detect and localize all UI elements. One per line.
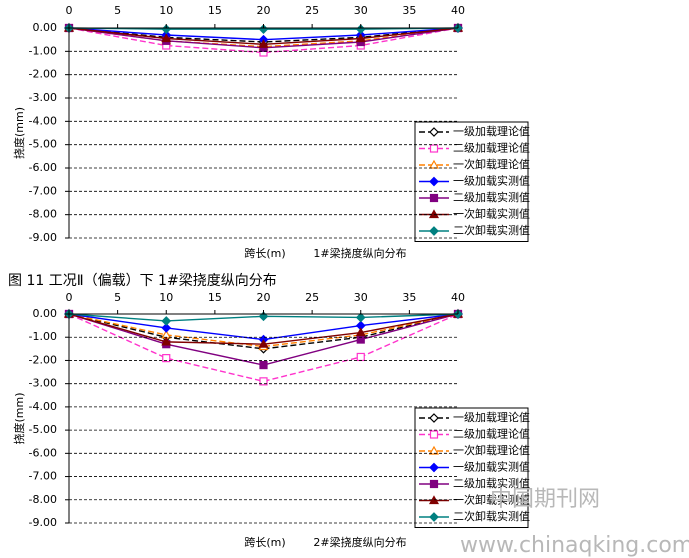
y-axis-label: 挠度(mm) xyxy=(12,392,26,444)
series-line xyxy=(68,27,459,43)
x-tick-label: 15 xyxy=(208,4,222,17)
series-line xyxy=(68,27,459,54)
x-tick-label: 0 xyxy=(66,291,73,304)
legend-label: 二级加载理论值 xyxy=(453,141,530,155)
marker xyxy=(428,209,440,219)
y-tick-label: -4.00 xyxy=(29,114,57,127)
legend-label: 一级加载实测值 xyxy=(453,174,530,188)
marker xyxy=(161,336,172,346)
marker xyxy=(258,338,269,348)
y-tick-label: -3.00 xyxy=(29,91,57,104)
legend-label: 二次卸载实测值 xyxy=(453,223,530,237)
marker xyxy=(355,312,366,323)
legend-label: 二级加载实测值 xyxy=(453,190,530,204)
marker xyxy=(429,430,439,439)
x-axis-label: 跨长(m) xyxy=(244,247,285,260)
x-tick-label: 30 xyxy=(354,291,368,304)
y-tick-label: -9.00 xyxy=(29,231,57,244)
legend-label: 一次卸载实测值 xyxy=(453,493,530,507)
y-tick-label: -6.00 xyxy=(29,446,57,459)
marker xyxy=(356,352,365,362)
y-tick-label: -1.00 xyxy=(29,330,57,343)
marker xyxy=(258,311,269,322)
marker xyxy=(429,193,439,203)
marker xyxy=(429,512,439,522)
series-group xyxy=(63,308,464,386)
marker xyxy=(429,176,439,187)
legend-label: 二次卸载实测值 xyxy=(453,509,530,523)
watermark: www.chinaqking.com xyxy=(460,533,689,558)
x-tick-label: 35 xyxy=(402,291,416,304)
x-tick-label: 0 xyxy=(66,4,73,17)
y-tick-label: -7.00 xyxy=(29,470,57,483)
legend: 一级加载理论值二级加载理论值一次卸载理论值一级加载实测值二级加载实测值一次卸载实… xyxy=(414,407,530,528)
legend-label: 二级加载实测值 xyxy=(453,476,530,490)
series-line xyxy=(68,313,459,348)
y-tick-label: -1.00 xyxy=(29,44,57,57)
y-tick-label: -7.00 xyxy=(29,184,57,197)
x-tick-label: 5 xyxy=(114,291,121,304)
y-tick-label: -5.00 xyxy=(29,138,57,151)
x-tick-label: 10 xyxy=(159,4,173,17)
y-tick-label: -6.00 xyxy=(29,161,57,174)
legend-label: 一级加载理论值 xyxy=(453,124,530,138)
x-tick-label: 20 xyxy=(257,291,271,304)
caption: 图 11 工况Ⅱ（偏载）下 1#梁挠度纵向分布 xyxy=(8,273,277,289)
marker xyxy=(161,33,172,43)
marker xyxy=(429,127,439,137)
series-line xyxy=(68,313,459,383)
x-tick-label: 25 xyxy=(305,4,319,17)
marker xyxy=(429,226,439,236)
marker xyxy=(161,323,172,333)
legend: 一级加载理论值二级加载理论值一次卸载理论值一级加载实测值二级加载实测值一次卸载实… xyxy=(414,121,530,242)
marker xyxy=(429,479,439,489)
x-tick-label: 25 xyxy=(305,291,319,304)
legend-label: 一级加载理论值 xyxy=(453,410,530,424)
marker xyxy=(355,33,366,43)
marker xyxy=(355,327,366,337)
legend-label: 二级加载理论值 xyxy=(453,427,530,441)
y-tick-label: -3.00 xyxy=(29,377,57,390)
y-tick-label: -8.00 xyxy=(29,208,57,221)
legend-label: 一次卸载理论值 xyxy=(453,443,530,457)
x-tick-label: 15 xyxy=(208,291,222,304)
subtitle: 2#梁挠度纵向分布 xyxy=(313,535,406,549)
legend-label: 一次卸载实测值 xyxy=(453,207,530,221)
legend-label: 一次卸载理论值 xyxy=(453,157,530,171)
x-tick-label: 20 xyxy=(257,4,271,17)
x-tick-label: 10 xyxy=(159,291,173,304)
legend-label: 一级加载实测值 xyxy=(453,460,530,474)
x-axis-label: 跨长(m) xyxy=(244,536,285,549)
x-tick-label: 35 xyxy=(402,4,416,17)
x-tick-label: 5 xyxy=(114,4,121,17)
marker xyxy=(162,354,171,363)
marker xyxy=(428,445,440,455)
y-axis-label: 挠度(mm) xyxy=(12,107,26,159)
subtitle: 1#梁挠度纵向分布 xyxy=(313,246,406,260)
y-tick-label: -5.00 xyxy=(29,423,57,436)
x-tick-label: 40 xyxy=(451,4,465,17)
marker xyxy=(161,316,172,326)
y-tick-label: -4.00 xyxy=(29,400,57,413)
y-tick-label: -9.00 xyxy=(29,516,57,529)
marker xyxy=(259,377,268,386)
marker xyxy=(258,39,269,48)
marker xyxy=(429,144,439,153)
watermark: 中国期刊网 xyxy=(490,487,600,512)
x-tick-label: 40 xyxy=(451,291,465,304)
marker xyxy=(429,413,439,423)
series-line xyxy=(68,313,459,350)
marker xyxy=(259,360,268,370)
marker xyxy=(429,462,439,473)
y-tick-label: -2.00 xyxy=(29,68,57,81)
y-tick-label: -2.00 xyxy=(29,353,57,366)
y-tick-label: 0.00 xyxy=(33,307,58,320)
y-tick-label: -8.00 xyxy=(29,493,57,506)
x-tick-label: 30 xyxy=(354,4,368,17)
y-tick-label: 0.00 xyxy=(33,21,58,34)
